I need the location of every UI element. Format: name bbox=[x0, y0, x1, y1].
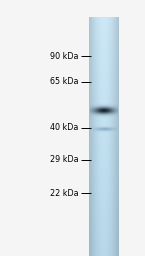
Text: 22 kDa: 22 kDa bbox=[50, 189, 78, 198]
Text: 40 kDa: 40 kDa bbox=[50, 123, 78, 133]
Text: 65 kDa: 65 kDa bbox=[50, 77, 78, 87]
Text: 29 kDa: 29 kDa bbox=[50, 155, 78, 165]
Text: 90 kDa: 90 kDa bbox=[50, 52, 78, 61]
